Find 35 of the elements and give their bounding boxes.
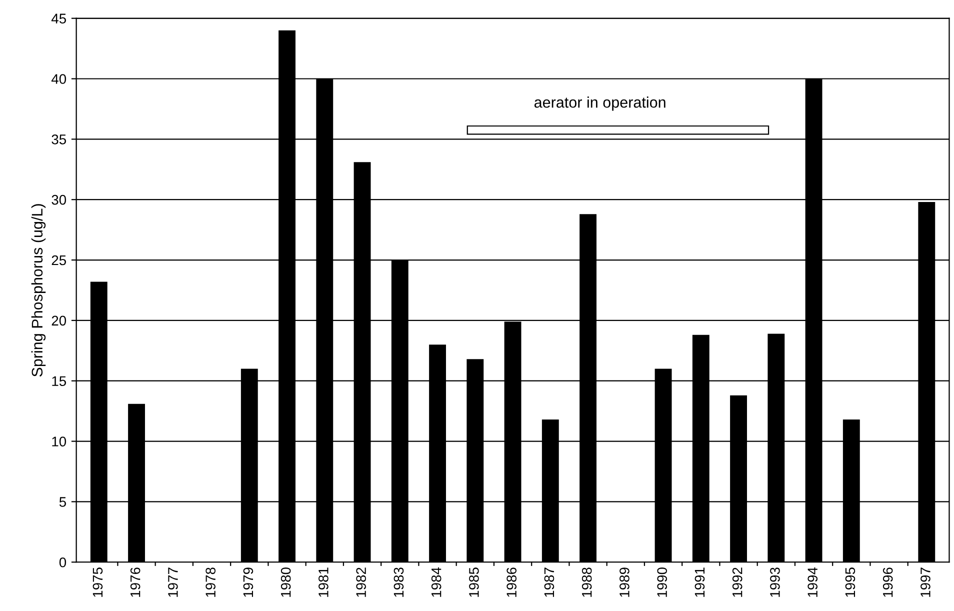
x-tick-label: 1976 xyxy=(130,568,140,597)
y-tick-label: 10 xyxy=(52,436,66,446)
x-tick-label: 1987 xyxy=(544,568,554,597)
x-tick-label: 1983 xyxy=(394,568,404,597)
y-tick-label: 40 xyxy=(51,74,66,84)
x-tick-label: 1984 xyxy=(431,567,442,597)
x-tick-label: 1978 xyxy=(206,568,216,597)
x-tick-label: 1993 xyxy=(770,568,780,597)
annotation: aerator in operation xyxy=(534,96,666,111)
x-tick-label: 1977 xyxy=(168,568,178,597)
x-tick-label: 1990 xyxy=(657,568,668,597)
x-tick-label: 1986 xyxy=(506,568,517,597)
y-tick-label: 35 xyxy=(52,134,66,144)
x-tick-label: 1981 xyxy=(318,568,328,597)
x-tick-label: 1997 xyxy=(920,568,930,597)
y-tick-label: 0 xyxy=(59,557,66,568)
y-tick-label: 20 xyxy=(52,316,66,326)
x-tick-label: 1995 xyxy=(845,568,856,597)
x-tick-label: 1994 xyxy=(808,567,818,597)
y-tick-label: 30 xyxy=(52,194,66,205)
x-tick-label: 1988 xyxy=(582,568,592,597)
y-tick-label: 25 xyxy=(52,255,66,266)
x-tick-label: 1975 xyxy=(92,568,103,597)
y-tick-label: 15 xyxy=(52,376,66,386)
y-tick-label: 45 xyxy=(51,14,66,24)
x-tick-label: 1985 xyxy=(469,568,479,597)
y-axis-title: Spring Phosphorus (ug/L) xyxy=(31,204,46,377)
x-tick-label: 1980 xyxy=(280,568,291,597)
x-tick-label: 1992 xyxy=(732,568,742,597)
x-tick-label: 1982 xyxy=(356,568,366,597)
y-tick-label: 5 xyxy=(59,497,66,507)
x-tick-label: 1979 xyxy=(243,568,254,597)
x-tick-label: 1996 xyxy=(882,568,893,597)
x-tick-label: 1991 xyxy=(694,568,705,597)
x-tick-label: 1989 xyxy=(620,568,630,597)
